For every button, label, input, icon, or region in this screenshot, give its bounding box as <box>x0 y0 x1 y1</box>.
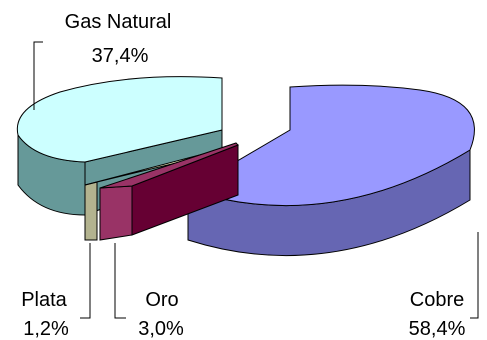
slice-cobre <box>186 84 475 257</box>
label-plata-value: 1,2% <box>23 318 69 340</box>
label-oro-value: 3,0% <box>138 318 184 340</box>
slice-oro <box>99 142 239 241</box>
label-oro-name: Oro <box>145 289 178 311</box>
slice-gas-natural <box>16 76 223 216</box>
leader-line-plata <box>80 243 91 319</box>
leader-line-gas-natural <box>33 41 43 110</box>
slice-oro-front <box>99 185 133 241</box>
label-gas-natural-name: Gas Natural <box>65 11 172 33</box>
slice-gas-natural-top <box>16 76 223 163</box>
slice-plata-side <box>84 181 98 241</box>
label-plata-name: Plata <box>21 289 67 311</box>
label-cobre-name: Cobre <box>410 289 464 311</box>
slice-cobre-top <box>186 84 475 207</box>
label-cobre-value: 58,4% <box>409 318 466 340</box>
leader-line-cobre <box>470 232 479 319</box>
leader-line-oro <box>114 243 126 319</box>
slice-oro-top <box>99 142 239 189</box>
label-gas-natural-value: 37,4% <box>92 45 149 67</box>
